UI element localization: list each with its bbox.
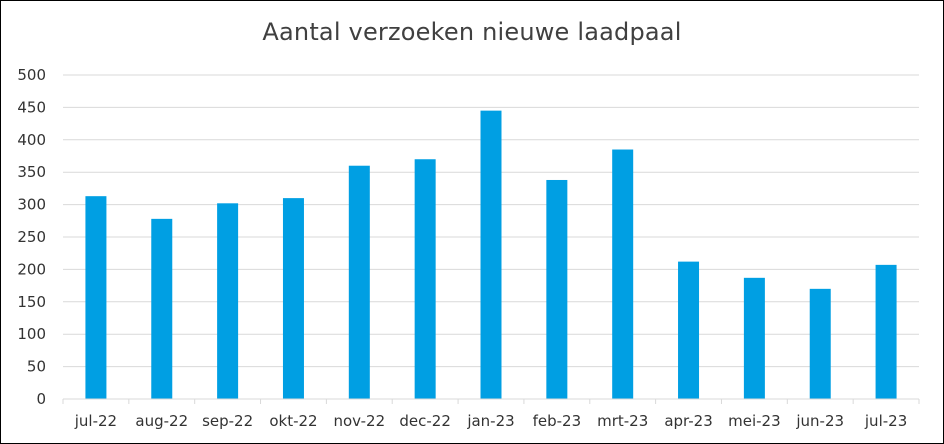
y-tick-label: 200 <box>17 260 46 278</box>
chart-title: Aantal verzoeken nieuwe laadpaal <box>262 18 682 46</box>
x-tick-label: jul-22 <box>74 412 117 430</box>
y-tick-label: 150 <box>17 293 46 311</box>
y-tick-label: 50 <box>27 358 46 376</box>
bar <box>743 277 765 399</box>
bar <box>282 198 304 399</box>
bar <box>480 110 502 399</box>
bar <box>809 288 831 399</box>
y-tick-label: 350 <box>17 163 46 181</box>
bar <box>85 196 107 399</box>
bar <box>678 261 700 399</box>
bars <box>85 110 897 399</box>
x-tick-label: apr-23 <box>664 412 712 430</box>
y-tick-label: 250 <box>17 228 46 246</box>
y-tick-label: 400 <box>17 131 46 149</box>
x-axis <box>62 398 920 404</box>
y-tick-label: 0 <box>36 390 46 408</box>
x-axis-tick-labels: jul-22 aug-22 sep-22 okt-22 nov-22 dec-22 jan-… <box>74 412 907 430</box>
x-tick-label: dec-22 <box>399 412 451 430</box>
x-tick-label: jul-23 <box>864 412 907 430</box>
y-axis-tick-labels: 0 50 100 150 200 250 300 350 400 450 500 <box>17 66 46 408</box>
bar <box>875 264 897 399</box>
x-tick-label: okt-22 <box>269 412 317 430</box>
y-tick-label: 300 <box>17 196 46 214</box>
bar <box>414 159 436 399</box>
x-tick-label: feb-23 <box>533 412 582 430</box>
x-tick-label: mei-23 <box>728 412 781 430</box>
x-tick-label: sep-22 <box>202 412 253 430</box>
y-tick-label: 500 <box>17 66 46 84</box>
bar <box>546 179 568 399</box>
x-tick-label: nov-22 <box>333 412 385 430</box>
x-tick-label: mrt-23 <box>597 412 648 430</box>
y-tick-label: 100 <box>17 325 46 343</box>
x-tick-label: aug-22 <box>135 412 188 430</box>
x-tick-label: jun-23 <box>795 412 844 430</box>
bar <box>612 149 634 399</box>
bar <box>348 165 370 399</box>
bar <box>217 203 239 399</box>
x-tick-label: jan-23 <box>466 412 514 430</box>
bar <box>151 218 173 399</box>
y-tick-label: 450 <box>17 98 46 116</box>
